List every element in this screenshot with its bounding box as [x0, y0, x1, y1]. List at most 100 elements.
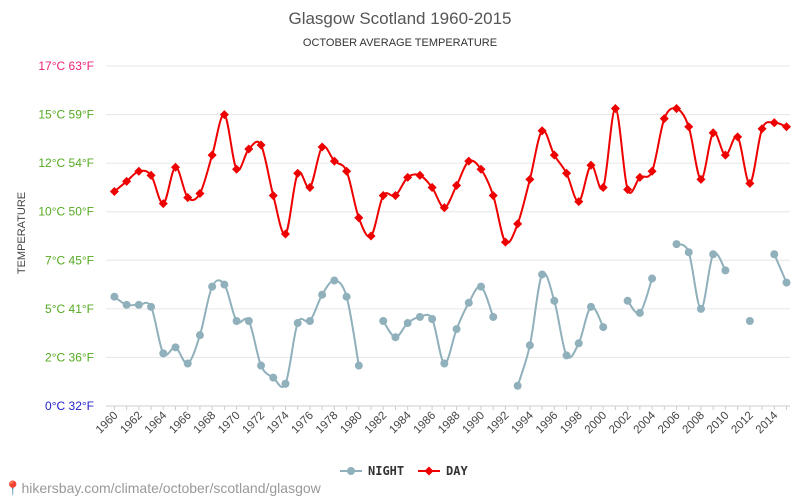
x-tick-label: 2010	[705, 410, 732, 437]
night-point	[195, 331, 204, 340]
night-point	[709, 250, 718, 259]
y-tick-label: 17°C 63°F	[38, 59, 94, 73]
night-point	[330, 276, 339, 285]
night-point	[318, 290, 327, 299]
night-point	[489, 312, 498, 321]
day-point	[781, 122, 792, 132]
night-point	[648, 274, 657, 283]
night-point	[672, 240, 681, 249]
day-point	[586, 160, 596, 170]
x-tick-label: 1968	[192, 410, 219, 437]
legend-label-day: DAY	[446, 464, 468, 478]
night-point	[232, 317, 241, 326]
x-tick-label: 2004	[632, 409, 659, 436]
night-point	[379, 317, 388, 326]
y-axis-label: TEMPERATURE	[16, 192, 28, 274]
legend-item-night[interactable]: NIGHT	[340, 464, 404, 478]
series-night	[110, 240, 791, 390]
day-point	[562, 168, 572, 178]
night-point	[770, 250, 779, 259]
day-point	[378, 191, 388, 201]
day-point	[525, 174, 535, 184]
night-point	[257, 361, 266, 370]
x-tick-label: 1992	[485, 410, 512, 437]
x-tick-label: 2008	[680, 410, 707, 437]
y-tick-label: 2°C 36°F	[45, 350, 94, 364]
day-point	[146, 170, 156, 180]
x-tick-label: 1960	[94, 410, 121, 437]
day-point	[537, 126, 547, 136]
day-point	[109, 186, 119, 197]
series-layer	[109, 104, 792, 390]
night-point	[782, 278, 791, 287]
day-point	[122, 176, 132, 186]
day-point	[769, 118, 779, 128]
x-tick-label: 1978	[314, 410, 341, 437]
night-point	[208, 282, 217, 291]
chart-title: Glasgow Scotland 1960-2015	[288, 9, 511, 28]
series-day	[109, 104, 792, 247]
day-point	[390, 191, 400, 201]
legend[interactable]: NIGHT DAY	[340, 464, 468, 478]
day-point	[366, 231, 376, 241]
day-point	[354, 213, 364, 223]
day-point	[757, 124, 767, 134]
x-axis: 1960196219641966196819701972197419761978…	[94, 405, 790, 437]
footer-url[interactable]: hikersbay.com/climate/october/scotland/g…	[21, 480, 321, 496]
night-point	[440, 359, 449, 368]
night-point	[305, 317, 314, 326]
night-point	[623, 296, 632, 305]
night-point	[745, 317, 754, 326]
x-tick-label: 2014	[754, 409, 781, 436]
night-point	[452, 325, 461, 334]
night-point	[342, 292, 351, 301]
night-point	[721, 266, 730, 275]
day-point	[170, 162, 181, 172]
x-tick-label: 2006	[656, 410, 683, 437]
day-point	[219, 110, 229, 120]
day-point	[403, 172, 413, 182]
night-line	[675, 243, 727, 310]
night-point	[110, 292, 119, 301]
day-point	[684, 122, 694, 132]
x-tick-label: 1966	[167, 410, 194, 437]
day-line	[113, 107, 787, 245]
day-point	[415, 170, 425, 180]
y-tick-label: 7°C 45°F	[45, 253, 94, 267]
y-tick-label: 12°C 54°F	[38, 156, 94, 170]
night-point	[171, 343, 180, 352]
night-point	[586, 302, 595, 311]
x-tick-label: 1986	[412, 410, 439, 437]
day-point	[452, 180, 462, 190]
x-tick-label: 2000	[583, 410, 610, 437]
x-tick-label: 1982	[363, 410, 390, 437]
day-point	[427, 182, 437, 192]
x-tick-label: 1980	[338, 410, 365, 437]
night-point	[696, 304, 705, 313]
gridlines	[106, 65, 790, 407]
x-tick-label: 1998	[558, 410, 585, 437]
day-point	[317, 142, 327, 152]
y-tick-label: 10°C 50°F	[38, 205, 94, 219]
x-tick-label: 1984	[387, 409, 414, 436]
night-point	[525, 341, 534, 350]
legend-item-day[interactable]: DAY	[418, 464, 468, 478]
night-point	[220, 280, 229, 289]
y-tick-label: 15°C 59°F	[38, 108, 94, 122]
day-point	[500, 237, 510, 247]
x-tick-label: 1988	[436, 410, 463, 437]
night-point	[134, 300, 143, 309]
chart-subtitle: OCTOBER AVERAGE TEMPERATURE	[303, 37, 497, 49]
day-point	[329, 156, 339, 166]
day-point	[513, 219, 523, 229]
footer[interactable]: 📍hikersbay.com/climate/october/scotland/…	[4, 480, 321, 497]
night-point	[684, 248, 693, 257]
night-point	[538, 270, 547, 279]
night-line	[773, 253, 788, 283]
day-point	[598, 182, 608, 192]
day-point	[232, 164, 242, 174]
night-point	[122, 300, 131, 309]
x-tick-label: 1962	[118, 410, 145, 437]
night-point	[562, 351, 571, 360]
